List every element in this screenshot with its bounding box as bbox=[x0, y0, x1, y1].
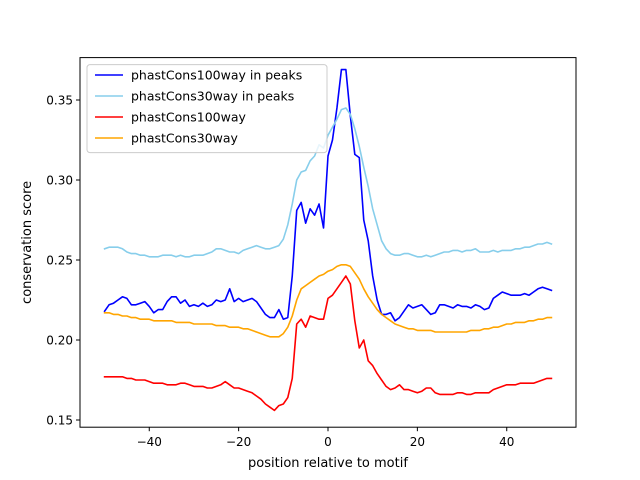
legend-label-4: phastCons30way bbox=[131, 131, 239, 146]
x-axis-label: position relative to motif bbox=[248, 456, 408, 471]
series-line-1 bbox=[103, 68, 553, 322]
y-tick-label: 0.15 bbox=[46, 414, 73, 428]
series-line-4 bbox=[103, 263, 553, 338]
y-tick-label: 0.35 bbox=[46, 94, 73, 108]
series-layer bbox=[103, 68, 553, 412]
series-line-3 bbox=[103, 275, 553, 412]
x-axis: −40 −20 0 20 40 bbox=[137, 427, 514, 449]
y-tick-label: 0.25 bbox=[46, 254, 73, 268]
y-axis-label: conservation score bbox=[20, 181, 35, 304]
y-tick-label: 0.30 bbox=[46, 174, 73, 188]
legend-label-2: phastCons30way in peaks bbox=[131, 89, 294, 104]
x-tick-label: 40 bbox=[499, 435, 514, 449]
x-tick-label: −20 bbox=[226, 435, 251, 449]
legend-box bbox=[86, 64, 328, 154]
x-tick-label: −40 bbox=[137, 435, 162, 449]
legend-label-1: phastCons100way in peaks bbox=[131, 68, 302, 83]
legend: phastCons100way in peaks phastCons30way i… bbox=[86, 64, 328, 154]
legend-label-3: phastCons100way bbox=[131, 110, 246, 125]
y-axis: 0.15 0.20 0.25 0.30 0.35 bbox=[46, 94, 80, 428]
x-tick-label: 0 bbox=[324, 435, 332, 449]
series-line-2 bbox=[103, 107, 553, 258]
x-tick-label: 20 bbox=[410, 435, 425, 449]
y-tick-label: 0.20 bbox=[46, 334, 73, 348]
